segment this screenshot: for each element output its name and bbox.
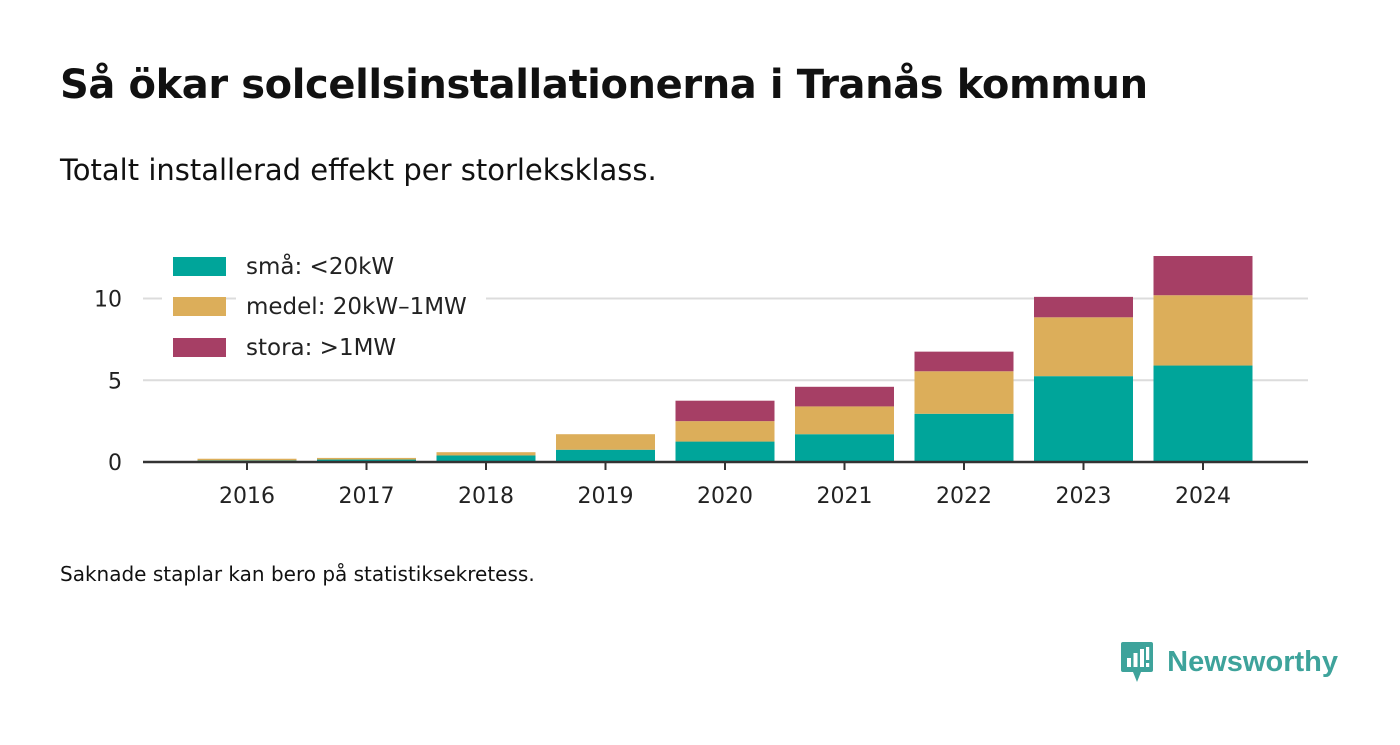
chart-subtitle: Totalt installerad effekt per storlekskl… [60,153,657,187]
bar-segment [1034,296,1133,318]
bar-segment [1153,365,1253,462]
newsworthy-icon [1121,642,1154,682]
stacked-bar-chart: 0 5 10 2016 2017 2018 2019 2020 2021 2022 2023 2024… [94,248,1308,509]
bars [197,256,1253,462]
axes: 0 5 10 2016 2017 2018 2019 2020 2021 2022 2023 2024 [94,288,1308,509]
brand-logo: Newsworthy [1119,640,1338,684]
bar-segment [795,434,894,462]
bar-segment [795,406,894,435]
bar-segment [556,434,655,450]
bar-segment [914,351,1014,372]
bar-segment [914,413,1014,462]
x-tick-label: 2020 [697,484,753,509]
legend-label-backdrop [236,329,486,365]
bar-segment [1034,317,1133,377]
legend-label: stora: >1MW [246,335,396,361]
bar-segment [556,449,655,462]
x-tick-label: 2023 [1056,484,1112,509]
y-tick-label: 0 [108,451,122,476]
bar-segment [436,455,536,462]
bar-segment [1153,295,1253,366]
x-tick-label: 2024 [1175,484,1231,509]
x-tick-label: 2021 [817,484,873,509]
footnote: Saknade staplar kan bero på statistiksek… [60,562,535,586]
x-tick-label: 2017 [339,484,395,509]
x-tick-label: 2022 [936,484,992,509]
bar-segment [197,458,297,461]
bar-segment [675,400,775,422]
legend-label-backdrop [236,248,486,284]
legend-label-backdrop [236,288,486,324]
legend-swatch [173,257,226,276]
bar-segment [1153,256,1253,296]
legend-swatch [173,338,226,357]
chart-title: Så ökar solcellsinstallationerna i Tranå… [60,62,1148,108]
legend-label: medel: 20kW–1MW [246,294,467,320]
legend-label: små: <20kW [246,252,394,280]
bar-segment [795,386,894,407]
x-tick-label: 2018 [458,484,514,509]
y-tick-label: 5 [108,369,122,394]
bar-segment [675,441,775,462]
bar-segment [914,371,1014,414]
bar-segment [317,457,416,460]
legend: små: <20kW medel: 20kW–1MW stora: >1MW [162,248,486,365]
bar-segment [675,421,775,442]
brand-name: Newsworthy [1167,645,1338,678]
y-tick-label: 10 [94,288,122,313]
legend-swatch [173,297,226,316]
bar-segment [1034,376,1133,462]
x-tick-label: 2016 [219,484,275,509]
x-tick-label: 2019 [578,484,634,509]
bar-segment [436,452,536,456]
